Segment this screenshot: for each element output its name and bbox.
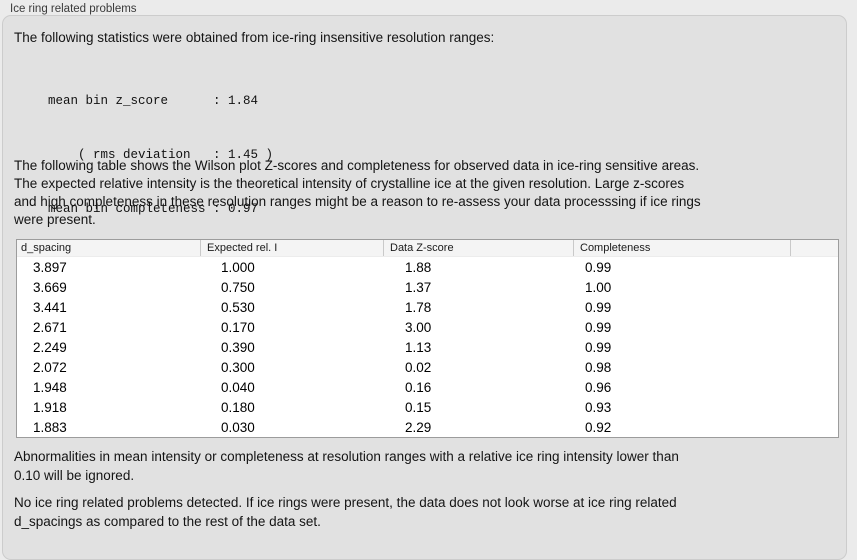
cell-data-z-score: 1.13: [405, 339, 432, 355]
column-header-expected-rel-i[interactable]: Expected rel. I: [200, 240, 383, 256]
table-intro-text: The following table shows the Wilson plo…: [14, 157, 701, 229]
cell-d-spacing: 1.918: [33, 399, 67, 415]
cell-data-z-score: 0.16: [405, 379, 432, 395]
table-row[interactable]: 1.948 0.040 0.16 0.96: [17, 377, 838, 397]
cell-completeness: 0.99: [585, 339, 612, 355]
table-intro-line: and high completeness in these resolutio…: [14, 194, 701, 209]
cell-data-z-score: 0.15: [405, 399, 432, 415]
stats-line: mean bin z_score : 1.84: [48, 94, 259, 108]
cell-d-spacing: 3.897: [33, 259, 67, 275]
table-row[interactable]: 1.918 0.180 0.15 0.93: [17, 397, 838, 417]
cell-completeness: 1.00: [585, 279, 612, 295]
intro-text: The following statistics were obtained f…: [14, 30, 495, 45]
cell-expected-rel-i: 0.390: [221, 339, 255, 355]
section-title: Ice ring related problems: [10, 3, 137, 15]
table-header: d_spacing Expected rel. I Data Z-score C…: [17, 240, 838, 257]
column-header-d-spacing[interactable]: d_spacing: [21, 242, 72, 254]
cell-completeness: 0.99: [585, 259, 612, 275]
table-row[interactable]: 1.883 0.030 2.29 0.92: [17, 417, 838, 437]
cell-expected-rel-i: 0.170: [221, 319, 255, 335]
cell-data-z-score: 1.88: [405, 259, 432, 275]
cell-data-z-score: 1.37: [405, 279, 432, 295]
cell-data-z-score: 2.29: [405, 419, 432, 435]
cell-data-z-score: 3.00: [405, 319, 432, 335]
cell-data-z-score: 1.78: [405, 299, 432, 315]
cell-completeness: 0.98: [585, 359, 612, 375]
cell-d-spacing: 2.249: [33, 339, 67, 355]
column-header-empty: [790, 240, 838, 256]
cell-completeness: 0.96: [585, 379, 612, 395]
table-row[interactable]: 3.897 1.000 1.88 0.99: [17, 257, 838, 277]
table-intro-line: were present.: [14, 212, 96, 227]
cell-d-spacing: 1.948: [33, 379, 67, 395]
cell-expected-rel-i: 1.000: [221, 259, 255, 275]
cell-data-z-score: 0.02: [405, 359, 432, 375]
table-row[interactable]: 3.669 0.750 1.37 1.00: [17, 277, 838, 297]
table-intro-line: The expected relative intensity is the t…: [14, 176, 685, 191]
cell-completeness: 0.92: [585, 419, 612, 435]
cell-d-spacing: 3.669: [33, 279, 67, 295]
table-row[interactable]: 2.671 0.170 3.00 0.99: [17, 317, 838, 337]
table-body: 3.897 1.000 1.88 0.99 3.669 0.750 1.37 1…: [17, 257, 838, 437]
cell-d-spacing: 3.441: [33, 299, 67, 315]
cell-d-spacing: 1.883: [33, 419, 67, 435]
table-row[interactable]: 2.072 0.300 0.02 0.98: [17, 357, 838, 377]
cell-d-spacing: 2.072: [33, 359, 67, 375]
cell-expected-rel-i: 0.040: [221, 379, 255, 395]
cell-completeness: 0.99: [585, 319, 612, 335]
cell-completeness: 0.99: [585, 299, 612, 315]
conclusion-line: d_spacings as compared to the rest of th…: [14, 513, 321, 529]
ice-ring-table: d_spacing Expected rel. I Data Z-score C…: [16, 239, 839, 438]
cell-expected-rel-i: 0.180: [221, 399, 255, 415]
note-ignore-line: 0.10 will be ignored.: [14, 467, 135, 483]
cell-expected-rel-i: 0.750: [221, 279, 255, 295]
stats-line: ( rms deviation : 1.45 ): [48, 148, 274, 162]
table-intro-line: The following table shows the Wilson plo…: [14, 158, 700, 173]
note-ignore-line: Abnormalities in mean intensity or compl…: [14, 449, 679, 464]
table-row[interactable]: 3.441 0.530 1.78 0.99: [17, 297, 838, 317]
cell-expected-rel-i: 0.300: [221, 359, 255, 375]
note-ignore-text: Abnormalities in mean intensity or compl…: [14, 448, 679, 485]
conclusion-text: No ice ring related problems detected. I…: [14, 494, 677, 531]
cell-expected-rel-i: 0.030: [221, 419, 255, 435]
cell-d-spacing: 2.671: [33, 319, 67, 335]
cell-completeness: 0.93: [585, 399, 612, 415]
conclusion-line: No ice ring related problems detected. I…: [14, 495, 677, 510]
cell-expected-rel-i: 0.530: [221, 299, 255, 315]
column-header-data-z-score[interactable]: Data Z-score: [383, 240, 573, 256]
table-row[interactable]: 2.249 0.390 1.13 0.99: [17, 337, 838, 357]
column-header-completeness[interactable]: Completeness: [573, 240, 790, 256]
stats-line: mean bin completeness : 0.97: [48, 202, 259, 216]
